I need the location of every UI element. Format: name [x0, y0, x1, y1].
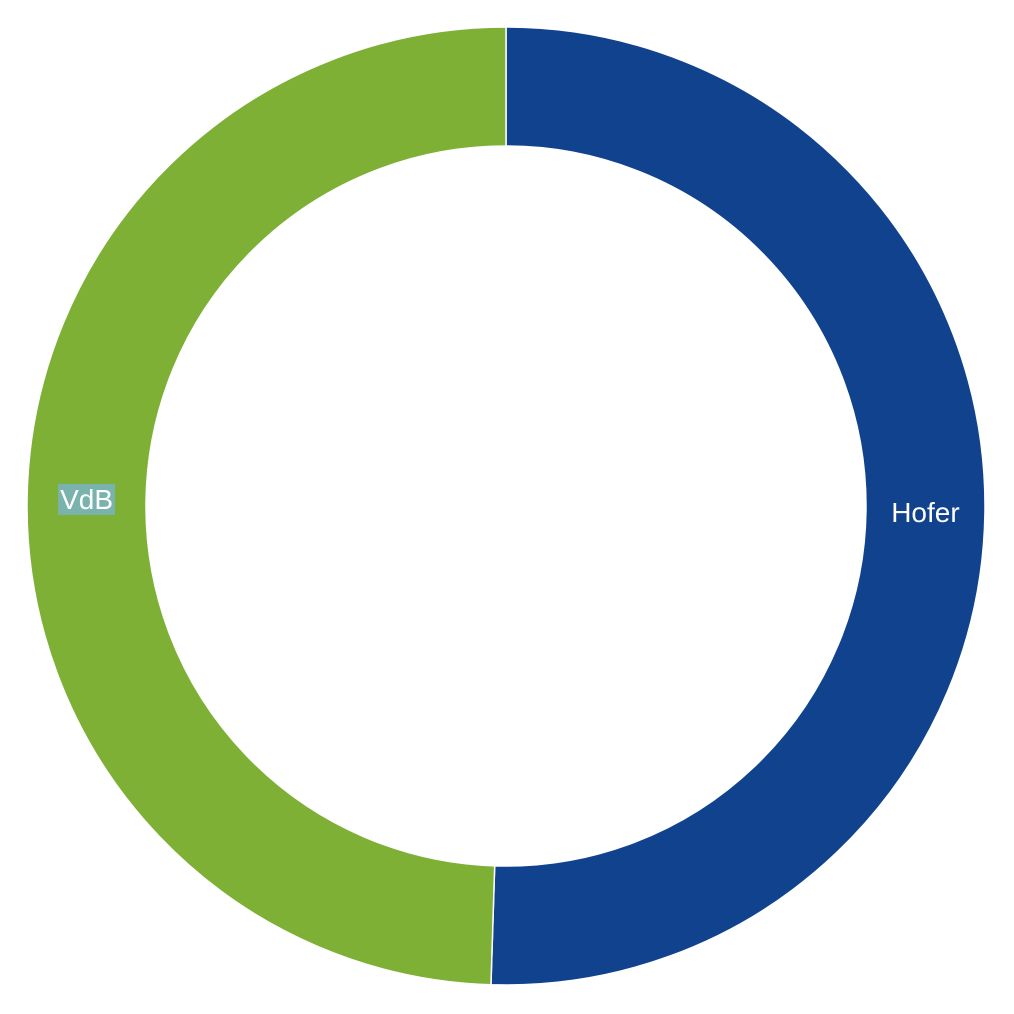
labels-group: Hofer VdB — [58, 483, 960, 528]
slices-group — [26, 26, 986, 986]
slice-label-hofer: Hofer — [891, 497, 959, 528]
slice-label-highlight-vdb — [58, 483, 116, 515]
slice-vdb — [26, 26, 507, 986]
slice-hofer — [490, 26, 986, 986]
slice-label-vdb: VdB — [60, 484, 113, 515]
